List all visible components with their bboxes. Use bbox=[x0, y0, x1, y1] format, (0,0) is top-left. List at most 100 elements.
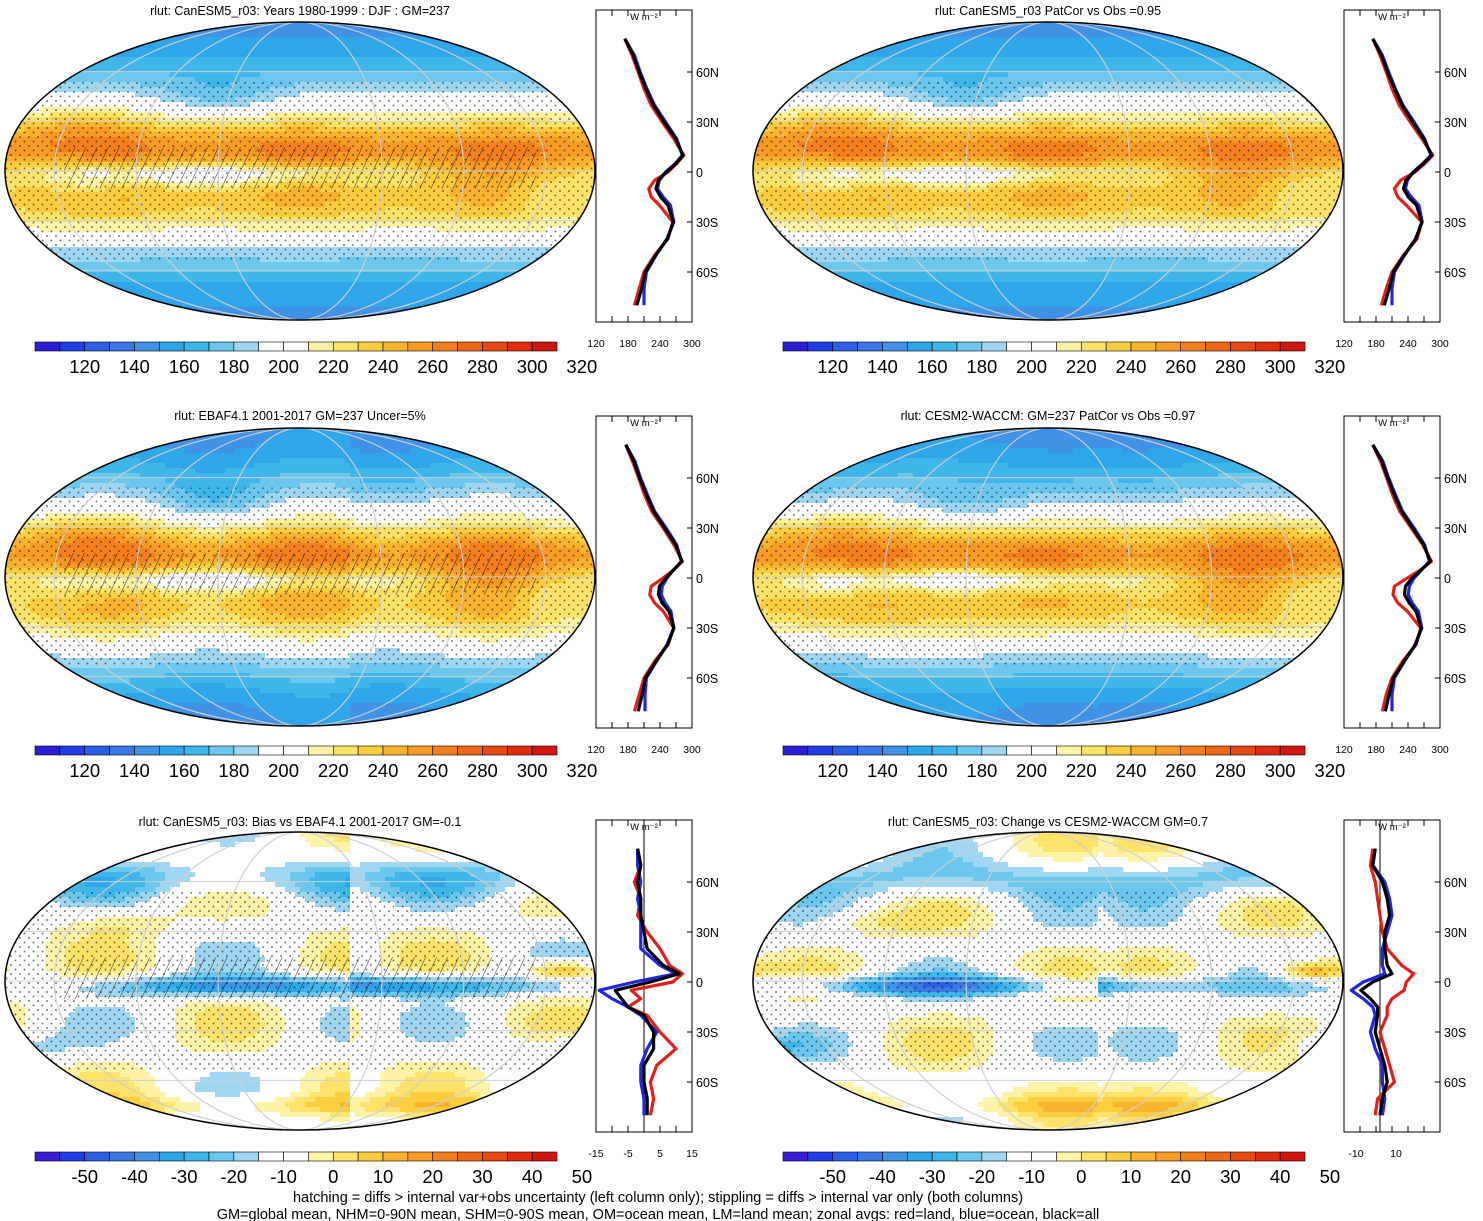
colorbar-swatch bbox=[1155, 745, 1182, 756]
colorbar-swatch bbox=[258, 341, 284, 352]
map-border bbox=[752, 427, 1344, 727]
colorbar-swatch bbox=[183, 341, 210, 352]
colorbar-swatch bbox=[981, 341, 1008, 352]
colorbar-tick-label: -50 bbox=[819, 1166, 846, 1187]
colorbar-swatch bbox=[1031, 745, 1057, 756]
colorbar-swatch bbox=[882, 1151, 908, 1162]
zonal-lat-label: 60N bbox=[1444, 66, 1467, 80]
zonal-x-tick-label: 300 bbox=[1431, 744, 1449, 756]
zonal-lat-label: 0 bbox=[696, 166, 703, 180]
colorbar-swatch bbox=[432, 341, 458, 352]
colorbar-swatch bbox=[134, 1151, 160, 1162]
colorbar-swatch bbox=[1056, 1151, 1082, 1162]
colorbar-swatch bbox=[457, 1151, 483, 1162]
panel-title: rlut: CanESM5_r03 PatCor vs Obs =0.95 bbox=[935, 4, 1161, 18]
colorbar: -50 -40 -30 -20 -10 0 10 20 30 40 50 bbox=[34, 1151, 592, 1187]
colorbar-tick-label: 220 bbox=[1066, 760, 1097, 781]
colorbar-swatch bbox=[457, 341, 483, 352]
colorbar-tick-label: 240 bbox=[368, 356, 399, 377]
zonal-x-tick-label: 240 bbox=[1399, 744, 1417, 756]
colorbar-swatch bbox=[931, 341, 958, 352]
colorbar-tick-label: 200 bbox=[1016, 760, 1047, 781]
colorbar-swatch bbox=[1006, 341, 1032, 352]
colorbar-swatch bbox=[1105, 1151, 1132, 1162]
zonal-series-ocean bbox=[623, 37, 685, 306]
zonal-lat-label: 30N bbox=[1444, 522, 1467, 536]
footer-line-2: GM=global mean, NHM=0-90N mean, SHM=0-90… bbox=[217, 1207, 1100, 1221]
footer-line-1: hatching = diffs > internal var+obs unce… bbox=[293, 1190, 1023, 1206]
colorbar-swatch bbox=[1279, 341, 1306, 352]
colorbar-swatch bbox=[782, 341, 809, 352]
colorbar-swatch bbox=[531, 341, 558, 352]
colorbar-swatch bbox=[857, 745, 883, 756]
colorbar-swatch bbox=[1006, 745, 1032, 756]
colorbar-swatch bbox=[931, 745, 958, 756]
colorbar-swatch bbox=[832, 1151, 858, 1162]
colorbar-swatch bbox=[1105, 341, 1132, 352]
colorbar-tick-label: 240 bbox=[1116, 760, 1147, 781]
zonal-x-tick-label: 240 bbox=[651, 338, 669, 350]
colorbar-swatch bbox=[531, 745, 558, 756]
colorbar-tick-label: 320 bbox=[1314, 356, 1345, 377]
colorbar: 120 140 160 180 200 220 240 260 280 300 320 bbox=[782, 745, 1345, 781]
colorbar-tick-label: 160 bbox=[169, 760, 200, 781]
colorbar-tick-label: 220 bbox=[318, 760, 349, 781]
colorbar-swatch bbox=[857, 341, 883, 352]
colorbar-swatch bbox=[233, 341, 260, 352]
colorbar-swatch bbox=[1006, 1151, 1032, 1162]
colorbar-swatch bbox=[109, 745, 135, 756]
colorbar-swatch bbox=[208, 745, 235, 756]
colorbar-swatch bbox=[506, 1151, 533, 1162]
colorbar-tick-label: -10 bbox=[1018, 1166, 1045, 1187]
colorbar-swatch bbox=[506, 745, 533, 756]
colorbar-swatch bbox=[882, 745, 908, 756]
zonal-lat-label: 30N bbox=[696, 926, 719, 940]
colorbar-swatch bbox=[1056, 341, 1082, 352]
colorbar-tick-label: 200 bbox=[268, 760, 299, 781]
zonal-x-tick-label: -10 bbox=[1348, 1148, 1363, 1160]
zonal-lat-label: 60N bbox=[1444, 472, 1467, 486]
zonal-x-tick-label: 120 bbox=[587, 338, 605, 350]
zonal-x-tick-label: -5 bbox=[623, 1148, 632, 1160]
colorbar-tick-label: 200 bbox=[268, 356, 299, 377]
colorbar-swatch bbox=[158, 1151, 185, 1162]
colorbar-tick-label: 120 bbox=[69, 356, 100, 377]
colorbar-swatch bbox=[407, 1151, 434, 1162]
colorbar-swatch bbox=[956, 1151, 983, 1162]
colorbar-tick-label: 260 bbox=[1165, 356, 1196, 377]
colorbar-tick-label: 0 bbox=[328, 1166, 338, 1187]
colorbar-tick-label: 10 bbox=[1121, 1166, 1142, 1187]
zonal-lat-label: 60N bbox=[1444, 876, 1467, 890]
zonal-x-tick-label: 10 bbox=[1390, 1148, 1402, 1160]
zonal-x-tick-label: 180 bbox=[619, 338, 637, 350]
zonal-lat-label: 60N bbox=[696, 472, 719, 486]
zonal-series-ocean bbox=[624, 443, 684, 712]
colorbar-swatch bbox=[931, 1151, 958, 1162]
colorbar-tick-label: 260 bbox=[1165, 760, 1196, 781]
colorbar-swatch bbox=[981, 1151, 1008, 1162]
panel-title: rlut: CESM2-WACCM: GM=237 PatCor vs Obs … bbox=[901, 409, 1196, 423]
zonal-series-all bbox=[623, 37, 685, 306]
colorbar-swatch bbox=[407, 341, 434, 352]
colorbar-swatch bbox=[332, 745, 359, 756]
colorbar-swatch bbox=[34, 1151, 61, 1162]
zonal-unit-label: W m⁻² bbox=[1378, 12, 1406, 23]
colorbar-tick-label: 300 bbox=[1265, 760, 1296, 781]
colorbar-swatch bbox=[407, 745, 434, 756]
map-border bbox=[4, 21, 596, 321]
zonal-lat-label: 0 bbox=[1444, 572, 1451, 586]
colorbar-swatch bbox=[1230, 1151, 1256, 1162]
colorbar-swatch bbox=[1279, 745, 1306, 756]
zonal-x-tick-label: 180 bbox=[1367, 744, 1385, 756]
zonal-series-land bbox=[1368, 848, 1416, 1116]
zonal-lat-label: 0 bbox=[1444, 166, 1451, 180]
zonal-series-all bbox=[1371, 443, 1433, 712]
colorbar-tick-label: 240 bbox=[1116, 356, 1147, 377]
zonal-lat-label: 60N bbox=[696, 66, 719, 80]
colorbar-tick-label: -20 bbox=[220, 1166, 247, 1187]
zonal-x-tick-label: 300 bbox=[683, 338, 701, 350]
panel-6: rlut: CanESM5_r03: Change vs CESM2-WACCM… bbox=[752, 815, 1467, 1187]
zonal-series-all bbox=[613, 848, 681, 1116]
zonal-x-tick-label: 300 bbox=[1431, 338, 1449, 350]
map-field bbox=[753, 22, 1343, 320]
